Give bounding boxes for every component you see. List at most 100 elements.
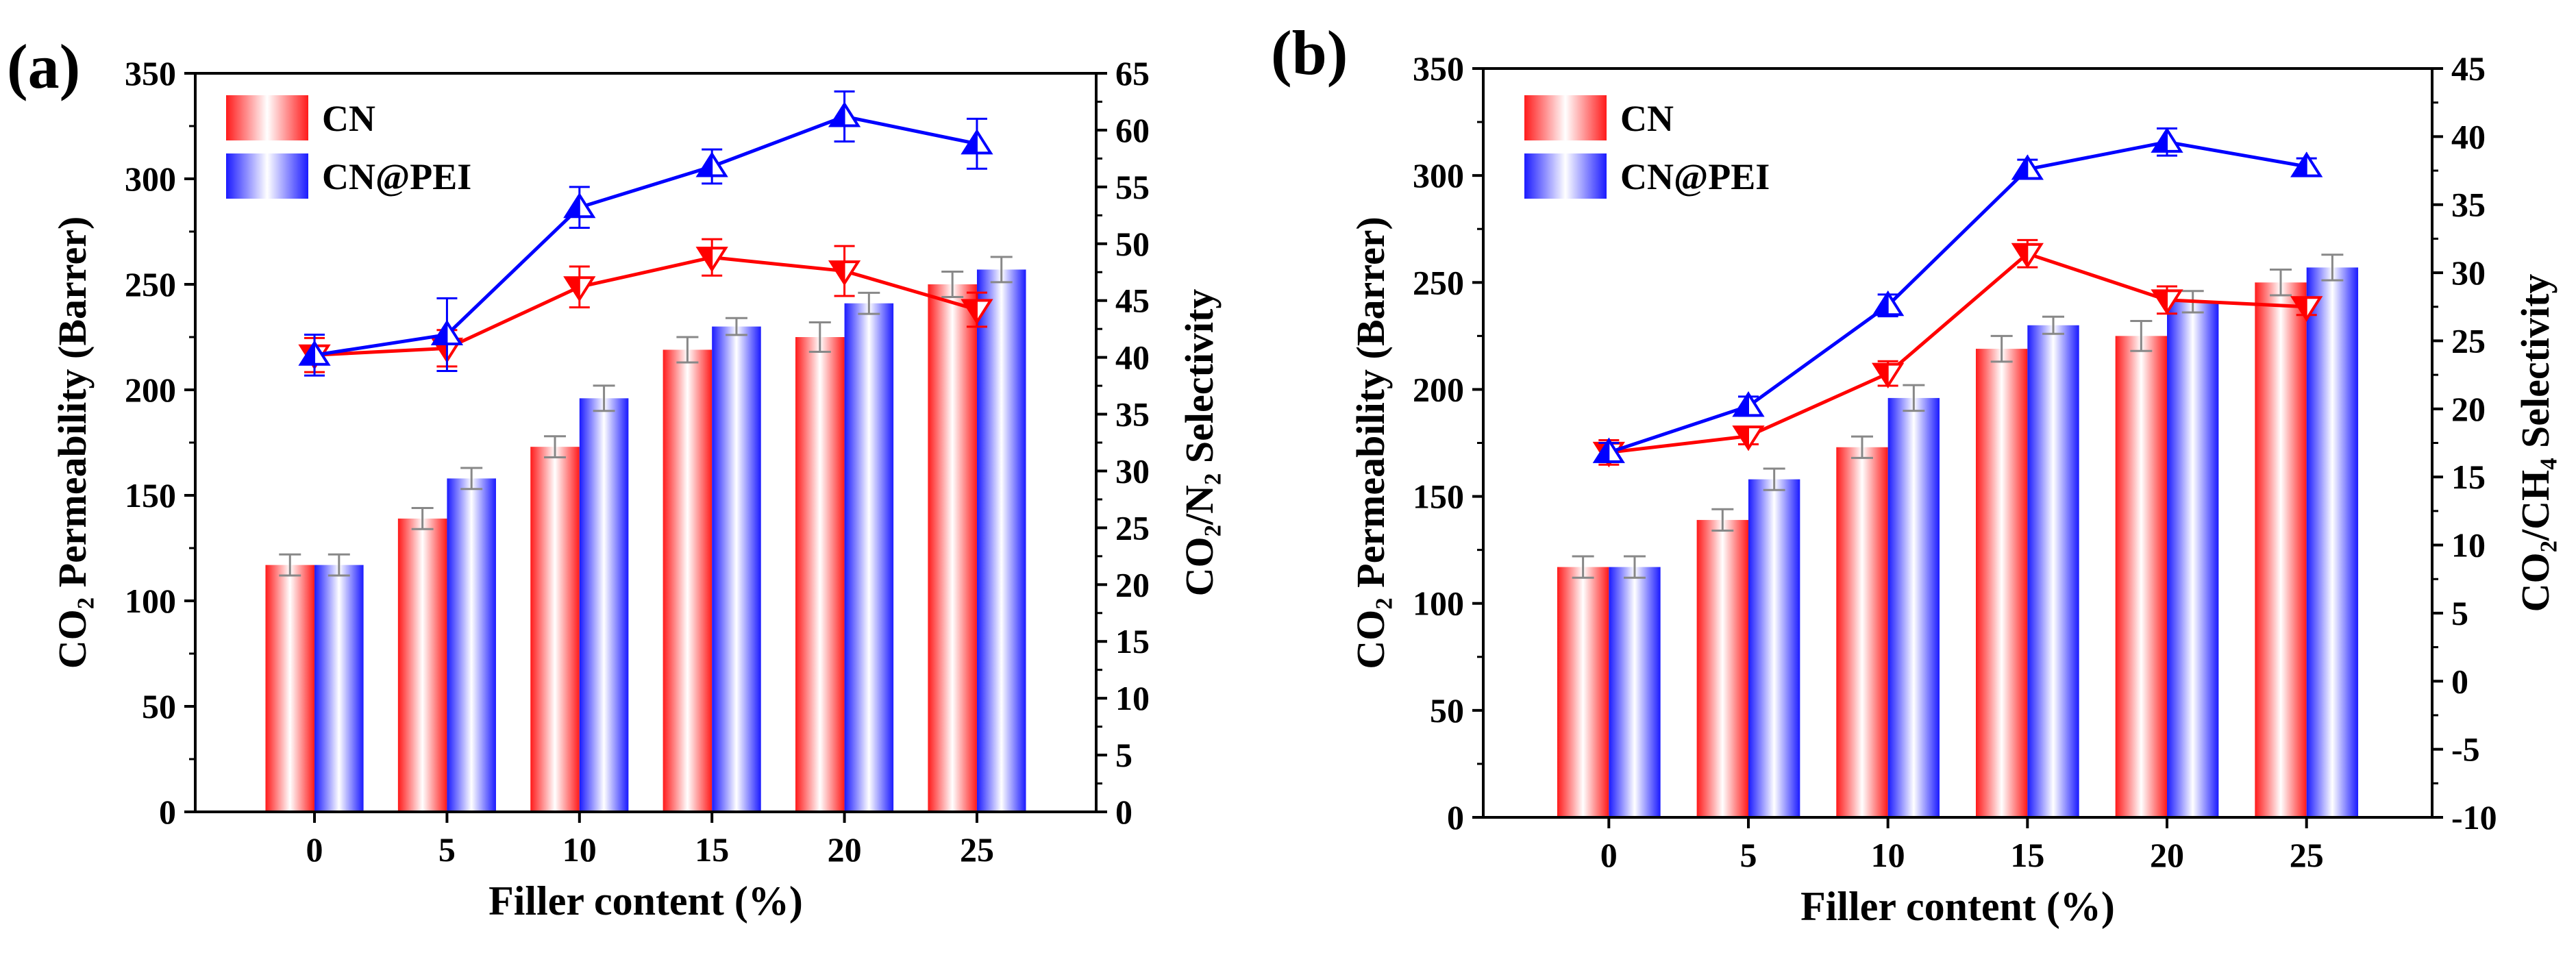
y2-tick-label: 60 — [1115, 111, 1150, 149]
panel-label: (b) — [1271, 18, 1348, 88]
bar-cn-pei-10 — [1887, 397, 1940, 817]
y2-tick-label: 30 — [2451, 253, 2486, 292]
bar-cn-pei-20 — [844, 303, 894, 813]
y-axis-title: CO₂ Permeability (Barrer) — [50, 216, 95, 669]
marker-cn-pei-15-fill — [697, 151, 713, 177]
marker-cn-10-fill — [564, 277, 580, 302]
marker-cn-pei-10-fill — [564, 193, 580, 218]
bar-cn-15 — [1975, 349, 2028, 817]
y-tick-label: 200 — [125, 371, 176, 409]
y2-tick-label: 5 — [2451, 594, 2468, 632]
y2-tick-label: 45 — [2451, 49, 2486, 88]
series-line-cn — [1609, 251, 2307, 454]
y-tick-label: 250 — [125, 265, 176, 304]
marker-cn-20-fill — [829, 261, 845, 286]
bar-cn-pei-15 — [712, 326, 761, 813]
series-line-cn-pei — [314, 114, 978, 357]
x-tick-label: 20 — [828, 830, 862, 869]
bar-cn-0 — [265, 565, 315, 812]
marker-cn-20-fill — [2152, 290, 2168, 315]
y2-tick-label: 35 — [2451, 186, 2486, 224]
legend-swatch-cn-pei — [1524, 153, 1607, 199]
marker-cn-pei-5-fill — [1733, 391, 1749, 417]
bar-cn-10 — [530, 447, 580, 812]
y2-tick-label: 40 — [1115, 338, 1150, 377]
y-tick-label: 150 — [1413, 478, 1464, 516]
y2-tick-label: 55 — [1115, 168, 1150, 206]
marker-cn-25-fill — [962, 299, 978, 325]
marker-cn-pei-20-fill — [2152, 127, 2168, 152]
marker-cn-pei-5-fill — [432, 320, 448, 345]
x-tick-label: 10 — [562, 830, 597, 869]
bar-cn-0 — [1557, 567, 1609, 817]
marker-cn-pei-15-fill — [2012, 154, 2029, 180]
y-tick-label: 0 — [159, 793, 176, 831]
legend-swatch-cn — [226, 95, 308, 140]
legend-label-cn-pei: CN@PEI — [1620, 156, 1770, 197]
legend-swatch-cn-pei — [226, 153, 308, 199]
y2-tick-label: 10 — [1115, 679, 1150, 717]
x-tick-label: 20 — [2150, 836, 2184, 874]
y-tick-label: 100 — [125, 582, 176, 620]
x-tick-label: 5 — [438, 830, 456, 869]
y-tick-label: 350 — [1413, 49, 1464, 88]
y2-tick-label: 65 — [1115, 54, 1150, 92]
y2-tick-label: 20 — [1115, 565, 1150, 604]
y2-tick-label: 0 — [2451, 662, 2468, 700]
y2-tick-label: 40 — [2451, 117, 2486, 156]
legend: CN CN@PEI — [1524, 95, 1770, 199]
chart-panel-b: 050100150200250300350-10-505101520253035… — [1271, 18, 2558, 929]
bar-cn-10 — [1836, 447, 1888, 817]
bar-cn-pei-25 — [976, 269, 1026, 812]
legend-label-cn-pei: CN@PEI — [322, 156, 471, 197]
y-tick-label: 300 — [125, 160, 176, 198]
bar-cn-pei-10 — [579, 398, 629, 812]
marker-cn-pei-25-fill — [962, 129, 978, 154]
y-axis-title: CO₂ Permeability (Barrer) — [1348, 216, 1393, 669]
x-tick-label: 0 — [1600, 836, 1618, 874]
y2-tick-label: -5 — [2451, 730, 2480, 769]
x-tick-label: 15 — [695, 830, 729, 869]
y-tick-label: 200 — [1413, 370, 1464, 408]
marker-cn-pei-25-fill — [2291, 151, 2307, 177]
y2-axis-title: CO₂/N₂ Selectivity — [1177, 289, 1222, 597]
y-tick-label: 50 — [1430, 691, 1464, 730]
series-line-cn-pei — [1608, 140, 2307, 454]
bar-cn-15 — [662, 349, 713, 813]
y2-tick-label: 30 — [1115, 451, 1150, 490]
marker-cn-5-fill — [1733, 426, 1749, 451]
x-tick-label: 5 — [1739, 836, 1757, 874]
bar-cn-pei-0 — [1609, 567, 1661, 817]
y-tick-label: 100 — [1413, 584, 1464, 623]
bar-cn-25 — [2255, 282, 2307, 817]
marker-cn-15-fill — [2012, 243, 2029, 269]
y-tick-label: 350 — [125, 54, 176, 92]
legend-swatch-cn — [1524, 95, 1607, 140]
x-tick-label: 15 — [2010, 836, 2044, 874]
marker-cn-10-fill — [1872, 363, 1889, 388]
y2-tick-label: 0 — [1115, 793, 1132, 831]
marker-cn-pei-10-fill — [1872, 290, 1889, 316]
series-line-cn — [314, 256, 978, 357]
panel-label: (a) — [7, 32, 80, 101]
bar-cn-pei-5 — [447, 478, 496, 812]
bar-cn-pei-25 — [2306, 267, 2359, 817]
legend-label-cn: CN — [322, 98, 375, 139]
marker-cn-pei-0-fill — [299, 340, 316, 365]
bar-cn-pei-0 — [314, 565, 364, 812]
y2-tick-label: 5 — [1115, 736, 1132, 774]
bar-cn-pei-15 — [2027, 325, 2079, 817]
marker-cn-25-fill — [2291, 297, 2307, 322]
y-tick-label: 150 — [125, 476, 176, 515]
x-axis-title: Filler content (%) — [488, 878, 803, 924]
x-tick-label: 10 — [1871, 836, 1905, 874]
y-tick-label: 300 — [1413, 156, 1464, 195]
bar-cn-25 — [928, 284, 977, 812]
y-tick-label: 50 — [142, 687, 176, 726]
marker-cn-15-fill — [697, 247, 713, 273]
y2-tick-label: 15 — [2451, 458, 2486, 496]
bar-cn-5 — [1696, 519, 1748, 817]
legend: CN CN@PEI — [226, 95, 471, 199]
y2-tick-label: 10 — [2451, 526, 2486, 565]
